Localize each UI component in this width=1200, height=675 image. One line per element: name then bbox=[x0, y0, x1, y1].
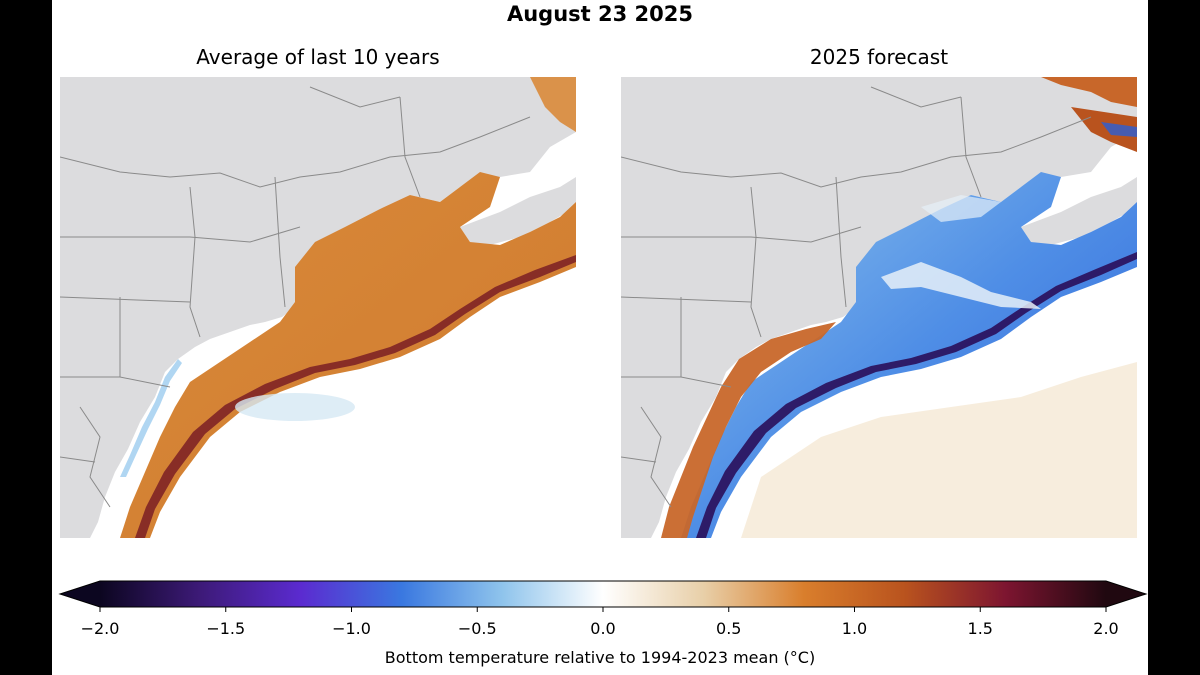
colorbar-tick-label: 2.0 bbox=[1093, 619, 1119, 638]
figure: August 23 2025 Average of last 10 years … bbox=[52, 0, 1148, 675]
colorbar-tick-label: −2.0 bbox=[80, 619, 120, 638]
colorbar-tick-label: 0.0 bbox=[590, 619, 616, 638]
shelf-anomaly-warm bbox=[120, 172, 576, 538]
colorbar-tick-label: 1.5 bbox=[967, 619, 993, 638]
colorbar-graphic bbox=[58, 580, 1148, 612]
gulf-st-lawrence-warm bbox=[1041, 77, 1137, 107]
colorbar-label: Bottom temperature relative to 1994-2023… bbox=[384, 648, 816, 667]
gulf-light-streak-2 bbox=[921, 195, 1001, 222]
colorbar-tick-label: −1.0 bbox=[332, 619, 371, 638]
right-panel-title: 2025 forecast bbox=[809, 45, 949, 69]
colorbar-min-extend bbox=[60, 581, 100, 607]
colorbar-tick-label: 0.5 bbox=[716, 619, 742, 638]
coastal-warm bbox=[661, 322, 836, 538]
offshore-warm-tint bbox=[741, 362, 1137, 538]
coastal-cool bbox=[120, 359, 182, 477]
shelf-anomaly-cold bbox=[681, 172, 1137, 538]
state-borders bbox=[60, 86, 531, 508]
land-nova-scotia bbox=[1021, 177, 1137, 245]
map-average-10-years bbox=[60, 77, 576, 538]
offshore-cool-patch bbox=[235, 393, 355, 421]
state-borders bbox=[621, 86, 1092, 508]
figure-title: August 23 2025 bbox=[506, 2, 694, 26]
gulf-st-lawrence-warm bbox=[530, 77, 576, 132]
colorbar-gradient bbox=[100, 581, 1106, 607]
land-nova-scotia bbox=[460, 177, 576, 245]
nova-scotia-cold-patch bbox=[1101, 122, 1137, 137]
colorbar-tick-label: −1.5 bbox=[206, 619, 246, 638]
gulf-light-streak bbox=[881, 262, 1041, 309]
colorbar-max-extend bbox=[1106, 581, 1146, 607]
land bbox=[621, 77, 1137, 538]
colorbar-tick-label: −0.5 bbox=[457, 619, 497, 638]
map-2025-forecast bbox=[621, 77, 1137, 538]
colorbar: −2.0 −1.5 −1.0 −0.5 0.0 0.5 1.0 1.5 2.0 Bottom t… bbox=[52, 575, 1148, 675]
land bbox=[60, 77, 576, 538]
colorbar-tick-label: 1.0 bbox=[841, 619, 868, 638]
left-panel-title: Average of last 10 years bbox=[196, 45, 440, 69]
